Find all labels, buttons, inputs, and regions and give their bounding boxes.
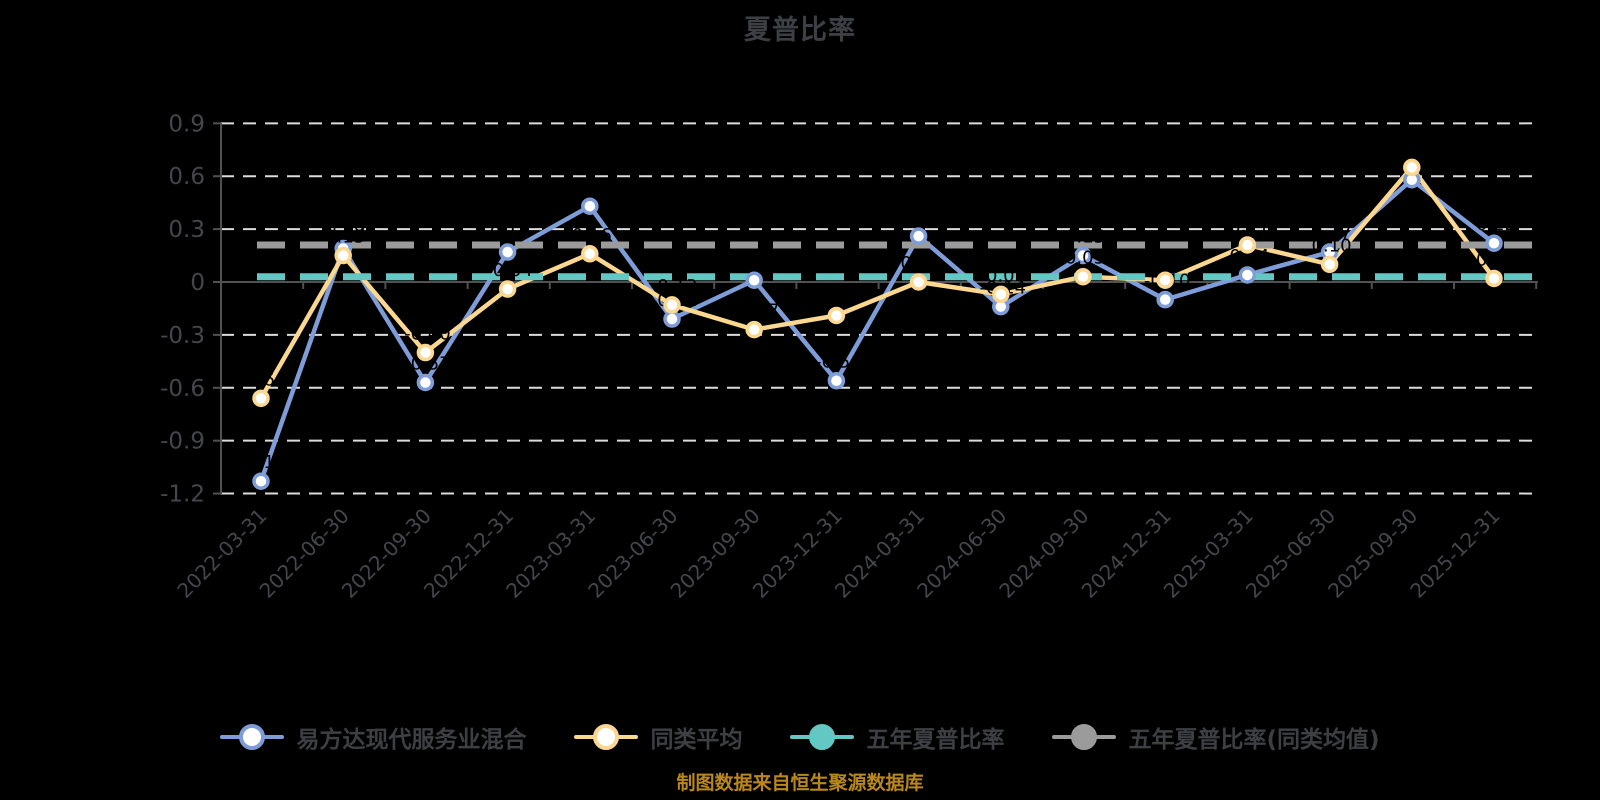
svg-text:0.15: 0.15 bbox=[325, 227, 365, 248]
svg-text:-0.6: -0.6 bbox=[160, 376, 205, 402]
legend-item-five-year-sharpe[interactable]: 五年夏普比率 bbox=[790, 720, 1004, 754]
svg-text:-0.04: -0.04 bbox=[486, 260, 533, 281]
svg-text:0.15: 0.15 bbox=[1065, 227, 1105, 248]
svg-text:0.01: 0.01 bbox=[736, 251, 776, 272]
svg-text:0.01: 0.01 bbox=[1147, 251, 1187, 272]
five-year-sharpe-marker-icon bbox=[790, 723, 855, 751]
legend-item-label: 五年夏普比率 bbox=[866, 727, 1005, 753]
svg-text:0.9: 0.9 bbox=[168, 111, 205, 137]
svg-text:0.6: 0.6 bbox=[168, 164, 205, 190]
svg-text:-0.66: -0.66 bbox=[240, 369, 287, 390]
svg-text:-1.2: -1.2 bbox=[160, 482, 205, 508]
svg-text:0.17: 0.17 bbox=[1312, 223, 1352, 244]
chart-title: 夏普比率 bbox=[744, 15, 856, 46]
sharpe-ratio-line-chart[interactable]: 0.90.60.30-0.3-0.6-0.9-1.22022-03-312022… bbox=[0, 0, 1600, 665]
svg-text:-0.07: -0.07 bbox=[980, 265, 1027, 286]
fund-line-marker-icon bbox=[220, 723, 285, 751]
svg-text:-0.9: -0.9 bbox=[160, 429, 205, 455]
svg-text:0.04: 0.04 bbox=[1229, 246, 1269, 267]
svg-text:-0.13: -0.13 bbox=[651, 276, 698, 297]
legend-item-label: 五年夏普比率(同类均值) bbox=[1128, 727, 1380, 753]
svg-text:0.19: 0.19 bbox=[325, 220, 365, 241]
five-year-sharpe-peer-marker-icon bbox=[1052, 723, 1117, 751]
svg-text:0.3: 0.3 bbox=[168, 217, 205, 243]
svg-text:0.03: 0.03 bbox=[1065, 248, 1105, 269]
svg-text:0.21: 0.21 bbox=[1229, 216, 1269, 237]
svg-text:0.16: 0.16 bbox=[572, 225, 612, 246]
svg-text:2025-12-31: 2025-12-31 bbox=[1405, 504, 1504, 603]
svg-text:0: 0 bbox=[190, 270, 205, 296]
svg-text:0.00: 0.00 bbox=[901, 253, 941, 274]
data-source-caption: 制图数据来自恒生聚源数据库 bbox=[676, 772, 924, 794]
legend-item-fund[interactable]: 易方达现代服务业混合 bbox=[220, 720, 526, 754]
svg-text:-0.3: -0.3 bbox=[160, 323, 205, 349]
peer-average-line-marker-icon bbox=[574, 723, 639, 751]
svg-text:0.22: 0.22 bbox=[1476, 214, 1516, 235]
legend-item-label: 易方达现代服务业混合 bbox=[296, 727, 527, 753]
svg-text:-1.13: -1.13 bbox=[240, 452, 287, 473]
svg-text:-0.40: -0.40 bbox=[404, 324, 451, 345]
svg-text:0.26: 0.26 bbox=[901, 207, 941, 228]
svg-text:0.10: 0.10 bbox=[1312, 235, 1352, 256]
svg-text:-0.56: -0.56 bbox=[815, 352, 862, 373]
svg-text:0.65: 0.65 bbox=[1394, 138, 1434, 159]
svg-text:0.17: 0.17 bbox=[490, 223, 530, 244]
svg-text:0.43: 0.43 bbox=[572, 177, 612, 198]
svg-text:-0.19: -0.19 bbox=[815, 286, 862, 307]
legend-item-five-year-sharpe-peer[interactable]: 五年夏普比率(同类均值) bbox=[1052, 720, 1380, 754]
svg-text:-0.57: -0.57 bbox=[404, 353, 451, 374]
legend-item-peer-average[interactable]: 同类平均 bbox=[574, 720, 742, 754]
svg-text:0.02: 0.02 bbox=[1476, 249, 1516, 270]
svg-text:-0.27: -0.27 bbox=[733, 301, 780, 322]
legend-item-label: 同类平均 bbox=[650, 727, 743, 753]
chart-legend: 易方达现代服务业混合 同类平均 五年夏普比率 五年夏普比率(同类均值) bbox=[0, 710, 1600, 764]
